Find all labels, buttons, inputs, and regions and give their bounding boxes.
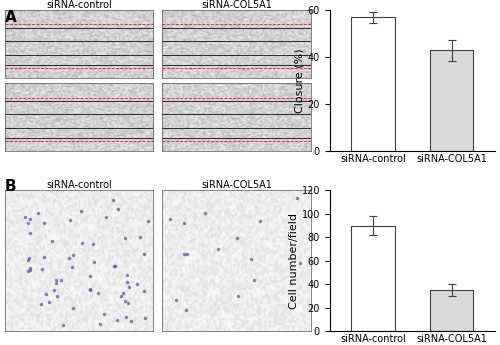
Point [296, 260, 304, 266]
Point [124, 279, 132, 285]
Point [25, 255, 33, 260]
Point [78, 240, 86, 246]
Point [293, 195, 301, 200]
Point [96, 321, 104, 327]
Point [52, 280, 60, 286]
Point [122, 235, 130, 240]
Point [34, 210, 42, 216]
Point [142, 315, 150, 321]
Point [26, 268, 34, 273]
Y-axis label: 24 hours: 24 hours [0, 96, 2, 139]
Y-axis label: Cell number/field: Cell number/field [288, 213, 298, 309]
Point [26, 230, 34, 236]
Point [21, 214, 29, 219]
Point [109, 197, 117, 203]
Point [180, 251, 188, 257]
Point [86, 274, 94, 279]
Point [128, 318, 136, 324]
Point [122, 315, 130, 320]
Point [50, 287, 58, 293]
Title: siRNA-COL5A1: siRNA-COL5A1 [201, 180, 272, 190]
Point [52, 277, 60, 283]
Point [140, 252, 147, 257]
Point [90, 241, 98, 247]
Point [64, 256, 72, 261]
Point [144, 218, 152, 224]
Point [26, 216, 34, 222]
Point [140, 288, 147, 294]
Point [183, 252, 191, 257]
Point [172, 297, 180, 303]
Point [182, 307, 190, 312]
Point [86, 286, 94, 292]
Y-axis label: Closure (%): Closure (%) [295, 48, 305, 113]
Point [68, 264, 76, 269]
Point [58, 277, 66, 283]
Point [24, 220, 32, 225]
Point [250, 277, 258, 283]
Title: siRNA-control: siRNA-control [46, 180, 112, 190]
Point [40, 254, 48, 259]
Point [180, 220, 188, 226]
Point [38, 266, 46, 272]
Point [125, 284, 133, 290]
Y-axis label: 0 hour: 0 hour [0, 28, 2, 60]
Bar [430, 50, 474, 151]
Point [90, 259, 98, 265]
Point [36, 301, 44, 307]
Point [123, 273, 131, 278]
Point [94, 290, 102, 296]
Point [214, 246, 222, 252]
Point [100, 311, 108, 317]
Point [124, 300, 132, 305]
Point [132, 281, 140, 287]
Title: siRNA-control: siRNA-control [46, 0, 112, 10]
Title: siRNA-COL5A1: siRNA-COL5A1 [201, 0, 272, 10]
Bar [352, 17, 395, 151]
Point [136, 234, 144, 239]
Point [26, 265, 34, 271]
Point [102, 214, 110, 220]
Point [69, 252, 77, 258]
Point [166, 216, 174, 222]
Point [234, 293, 242, 298]
Point [256, 218, 264, 224]
Point [110, 263, 118, 268]
Point [114, 206, 122, 212]
Point [201, 210, 209, 215]
Point [77, 208, 85, 214]
Point [24, 257, 32, 263]
Point [48, 238, 56, 244]
Point [40, 220, 48, 225]
Point [66, 217, 74, 223]
Point [52, 293, 60, 299]
Point [247, 256, 255, 262]
Point [69, 305, 77, 310]
Point [117, 293, 125, 298]
Point [42, 291, 50, 296]
Point [118, 290, 126, 296]
Point [121, 298, 129, 304]
Text: A: A [5, 10, 17, 25]
Bar [352, 226, 395, 331]
Bar [430, 290, 474, 331]
Text: B: B [5, 179, 16, 194]
Point [232, 236, 240, 241]
Point [58, 322, 66, 327]
Point [111, 264, 119, 269]
Point [24, 268, 32, 274]
Point [86, 287, 94, 293]
Point [44, 299, 52, 305]
Point [113, 317, 121, 323]
